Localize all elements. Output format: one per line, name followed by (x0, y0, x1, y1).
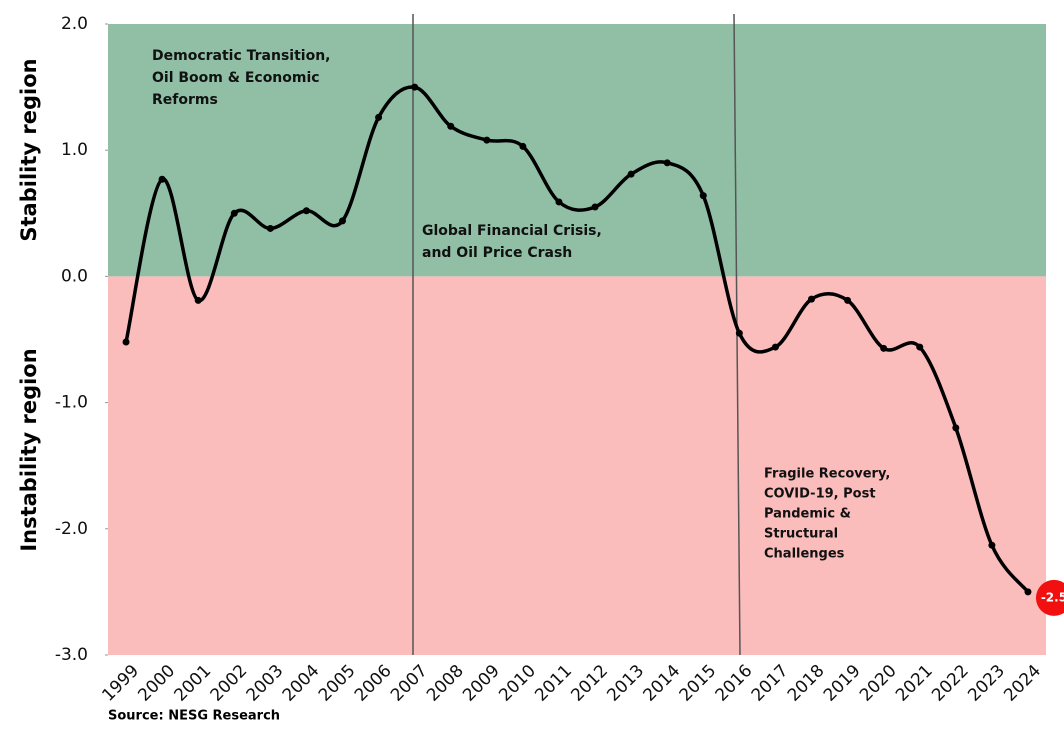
point (771, 343, 779, 351)
x-tick-label: 2011 (531, 661, 576, 706)
x-tick-label: 2023 (964, 661, 1009, 706)
annotation: Global Financial Crisis, (422, 223, 602, 239)
x-tick-label: 2010 (495, 661, 540, 706)
point (447, 122, 455, 130)
x-tick-label: 2008 (423, 661, 468, 706)
x-tick-label: 2021 (892, 661, 937, 706)
point (230, 209, 238, 217)
point (952, 424, 960, 432)
annotation: Oil Boom & Economic (152, 70, 320, 86)
x-tick-label: 2002 (207, 661, 252, 706)
point (699, 192, 707, 200)
x-tick-label: 2022 (928, 661, 973, 706)
x-tick-label: 2024 (1000, 661, 1045, 706)
point (519, 142, 527, 150)
point (880, 344, 888, 352)
point (988, 541, 996, 549)
point (916, 343, 924, 351)
x-tick-label: 2000 (134, 661, 179, 706)
y-tick-label: -3.0 (55, 645, 88, 665)
x-tick-label: 2007 (387, 661, 432, 706)
x-tick-label: 2013 (603, 661, 648, 706)
point (663, 159, 671, 167)
point (808, 295, 815, 303)
annotation: Structural (764, 527, 838, 542)
annotation: Reforms (152, 92, 218, 108)
y-label-lower: Instability region (17, 348, 41, 551)
value-label: -2.5 (1041, 590, 1064, 604)
y-label-upper: Stability region (17, 58, 41, 241)
x-tick-label: 2014 (640, 661, 685, 706)
point (555, 198, 563, 206)
annotation: Democratic Transition, (152, 48, 331, 64)
point (411, 83, 419, 91)
x-tick-label: 2016 (712, 661, 757, 706)
value-label-badge (1035, 579, 1064, 616)
point (194, 296, 202, 304)
stability-region (108, 24, 1046, 277)
point (375, 113, 383, 121)
y-tick-label: -1.0 (55, 393, 88, 413)
x-tick-label: 2015 (676, 661, 721, 706)
x-tick-label: 2018 (784, 661, 829, 706)
x-tick-label: 2017 (748, 661, 793, 706)
x-tick-label: 2020 (856, 661, 901, 706)
point (266, 224, 274, 232)
x-tick-label: 2005 (315, 661, 360, 706)
point (591, 203, 599, 211)
y-tick-label: 0.0 (61, 266, 88, 286)
x-tick-label: 2009 (459, 661, 504, 706)
point (302, 207, 310, 215)
x-tick-label: 2012 (567, 661, 612, 706)
x-tick-label: 2006 (351, 661, 396, 706)
x-tick-label: 1999 (98, 661, 143, 706)
x-tick-label: 2001 (171, 661, 216, 706)
y-tick-label: 2.0 (61, 14, 88, 34)
instability-region (108, 276, 1046, 655)
annotation: and Oil Price Crash (422, 245, 572, 261)
annotation: COVID-19, Post (764, 487, 876, 502)
point (735, 329, 743, 337)
point (844, 296, 852, 304)
point (1024, 588, 1032, 596)
point (122, 338, 130, 346)
x-tick-label: 2019 (820, 661, 865, 706)
x-tick-label: 2003 (243, 661, 288, 706)
annotation: Challenges (764, 547, 845, 562)
point (483, 136, 491, 144)
point (627, 170, 635, 178)
point (339, 217, 346, 225)
y-tick-label: 1.0 (61, 140, 88, 160)
source: Source: NESG Research (108, 709, 280, 724)
point (158, 175, 166, 183)
y-tick-label: -2.0 (55, 519, 88, 539)
x-tick-label: 2004 (279, 661, 324, 706)
annotation: Fragile Recovery, (764, 467, 890, 482)
annotation: Pandemic & (764, 507, 851, 522)
plot-background (108, 24, 1046, 655)
